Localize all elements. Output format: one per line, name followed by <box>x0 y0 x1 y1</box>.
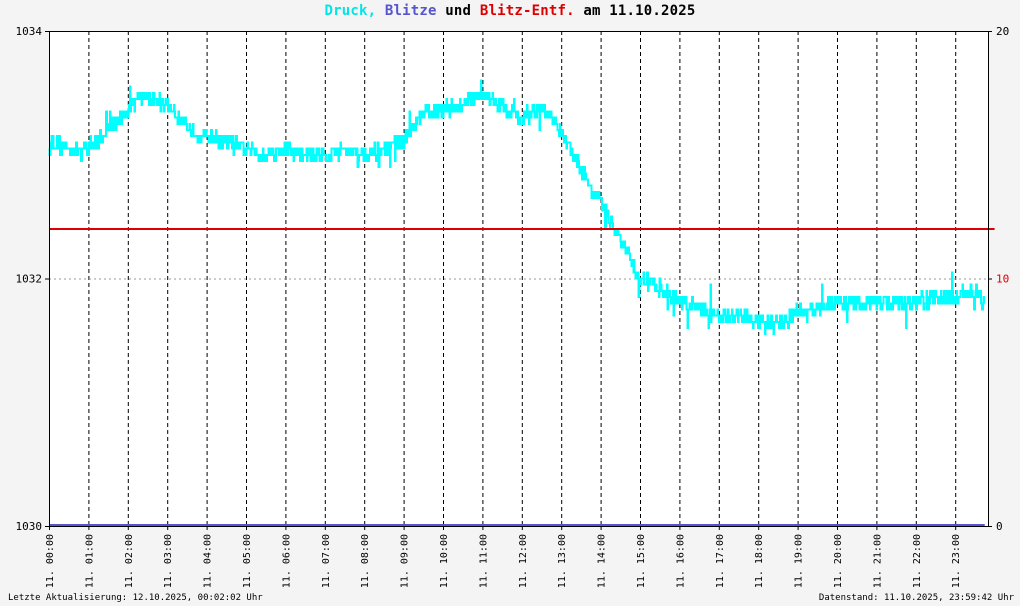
x-tick-label: 11. 05:00 <box>242 534 253 588</box>
x-tick-label: 11. 07:00 <box>321 534 332 588</box>
x-tick-label: 11. 02:00 <box>124 534 135 588</box>
x-tick-label: 11. 23:00 <box>951 534 962 588</box>
x-tick-label: 11. 16:00 <box>675 534 686 588</box>
x-tick-label: 11. 10:00 <box>439 534 450 588</box>
footer-data-status: Datenstand: 11.10.2025, 23:59:42 Uhr <box>818 593 1014 603</box>
series-druck-line <box>48 79 986 336</box>
x-tick-label: 11. 14:00 <box>597 534 608 588</box>
x-tick-label: 11. 20:00 <box>833 534 844 588</box>
x-tick-label: 11. 18:00 <box>754 534 765 588</box>
footer-last-update: Letzte Aktualisierung: 12.10.2025, 00:02… <box>8 593 263 603</box>
x-tick-label: 11. 19:00 <box>794 534 805 588</box>
axis-layer: 1030 1032 1034 0 10 20 11. 00:00 11. 01:00 11. 0… <box>16 25 1010 588</box>
y-left-tick-label: 1034 <box>16 25 43 38</box>
x-tick-label: 11. 03:00 <box>163 534 174 588</box>
data-layer <box>48 79 995 526</box>
title-series-druck: Druck, <box>324 3 377 19</box>
x-tick-label: 11. 01:00 <box>84 534 95 588</box>
grid-layer <box>49 31 988 526</box>
x-tick-label: 11. 00:00 <box>45 534 56 588</box>
y-left-tick-label: 1030 <box>16 520 43 533</box>
x-tick-label: 11. 09:00 <box>400 534 411 588</box>
x-tick-label: 11. 11:00 <box>478 534 489 588</box>
chart-title: Druck, Blitze und Blitz-Entf. am 11.10.2… <box>0 3 1020 19</box>
title-joiner: und <box>445 3 472 19</box>
x-tick-label: 11. 15:00 <box>636 534 647 588</box>
title-series-blitz-entf: Blitz-Entf. <box>479 3 575 19</box>
y-left-tick-label: 1032 <box>16 273 43 286</box>
x-tick-label: 11. 21:00 <box>872 534 883 588</box>
x-tick-label: 11. 06:00 <box>281 534 292 588</box>
x-tick-label: 11. 04:00 <box>203 534 214 588</box>
x-tick-label: 11. 17:00 <box>715 534 726 588</box>
y-right-tick-label: 10 <box>996 273 1009 286</box>
title-series-blitze: Blitze <box>384 3 437 19</box>
title-date: am 11.10.2025 <box>583 3 696 19</box>
x-tick-label: 11. 12:00 <box>518 534 529 588</box>
y-right-tick-label: 20 <box>996 25 1009 38</box>
x-tick-label: 11. 22:00 <box>912 534 923 588</box>
x-tick-label: 11. 13:00 <box>557 534 568 588</box>
x-tick-label: 11. 08:00 <box>360 534 371 588</box>
y-right-tick-label: 0 <box>996 520 1003 533</box>
